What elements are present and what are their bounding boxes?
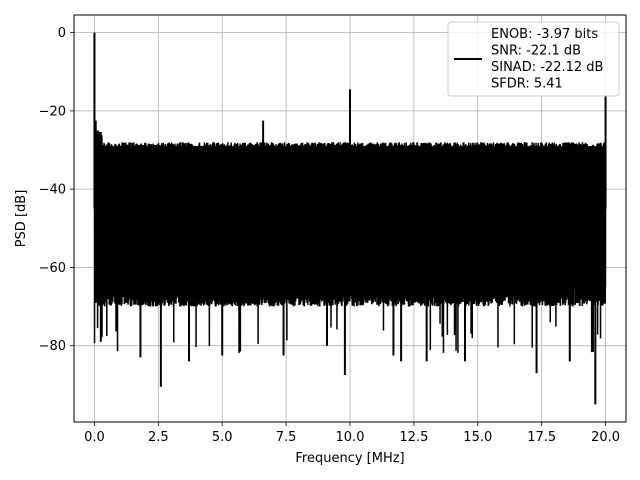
y-tick-label: −80 [39,339,66,354]
x-tick-label: 15.0 [463,430,492,445]
y-axis-label: PSD [dB] [14,190,29,248]
legend-snr: SNR: -22.1 dB [491,44,581,59]
x-tick-label: 5.0 [212,430,233,445]
plot-area [93,32,607,405]
legend-sfdr: SFDR: 5.41 [491,77,563,92]
x-tick-label: 10.0 [336,430,365,445]
legend-sinad: SINAD: -22.12 dB [491,60,603,75]
y-tick-label: 0 [58,26,66,41]
x-tick-label: 12.5 [399,430,428,445]
x-tick-label: 0.0 [84,430,105,445]
y-tick-label: −60 [39,261,66,276]
axis-ticks: 0.0 2.5 5.0 7.5 10.0 12.5 15.0 17.5 20.0 0 −20 −40 −… [39,26,620,445]
x-tick-label: 17.5 [527,430,556,445]
x-axis-label: Frequency [MHz] [295,451,404,466]
y-tick-label: −40 [39,183,66,198]
x-tick-label: 20.0 [591,430,620,445]
legend-box [447,21,620,97]
y-tick-label: −20 [39,104,66,119]
legend: ENOB: -3.97 bits SNR: -22.1 dB SINAD: -2… [447,21,620,97]
legend-enob: ENOB: -3.97 bits [491,27,598,42]
x-tick-label: 2.5 [148,430,169,445]
x-tick-label: 7.5 [276,430,297,445]
